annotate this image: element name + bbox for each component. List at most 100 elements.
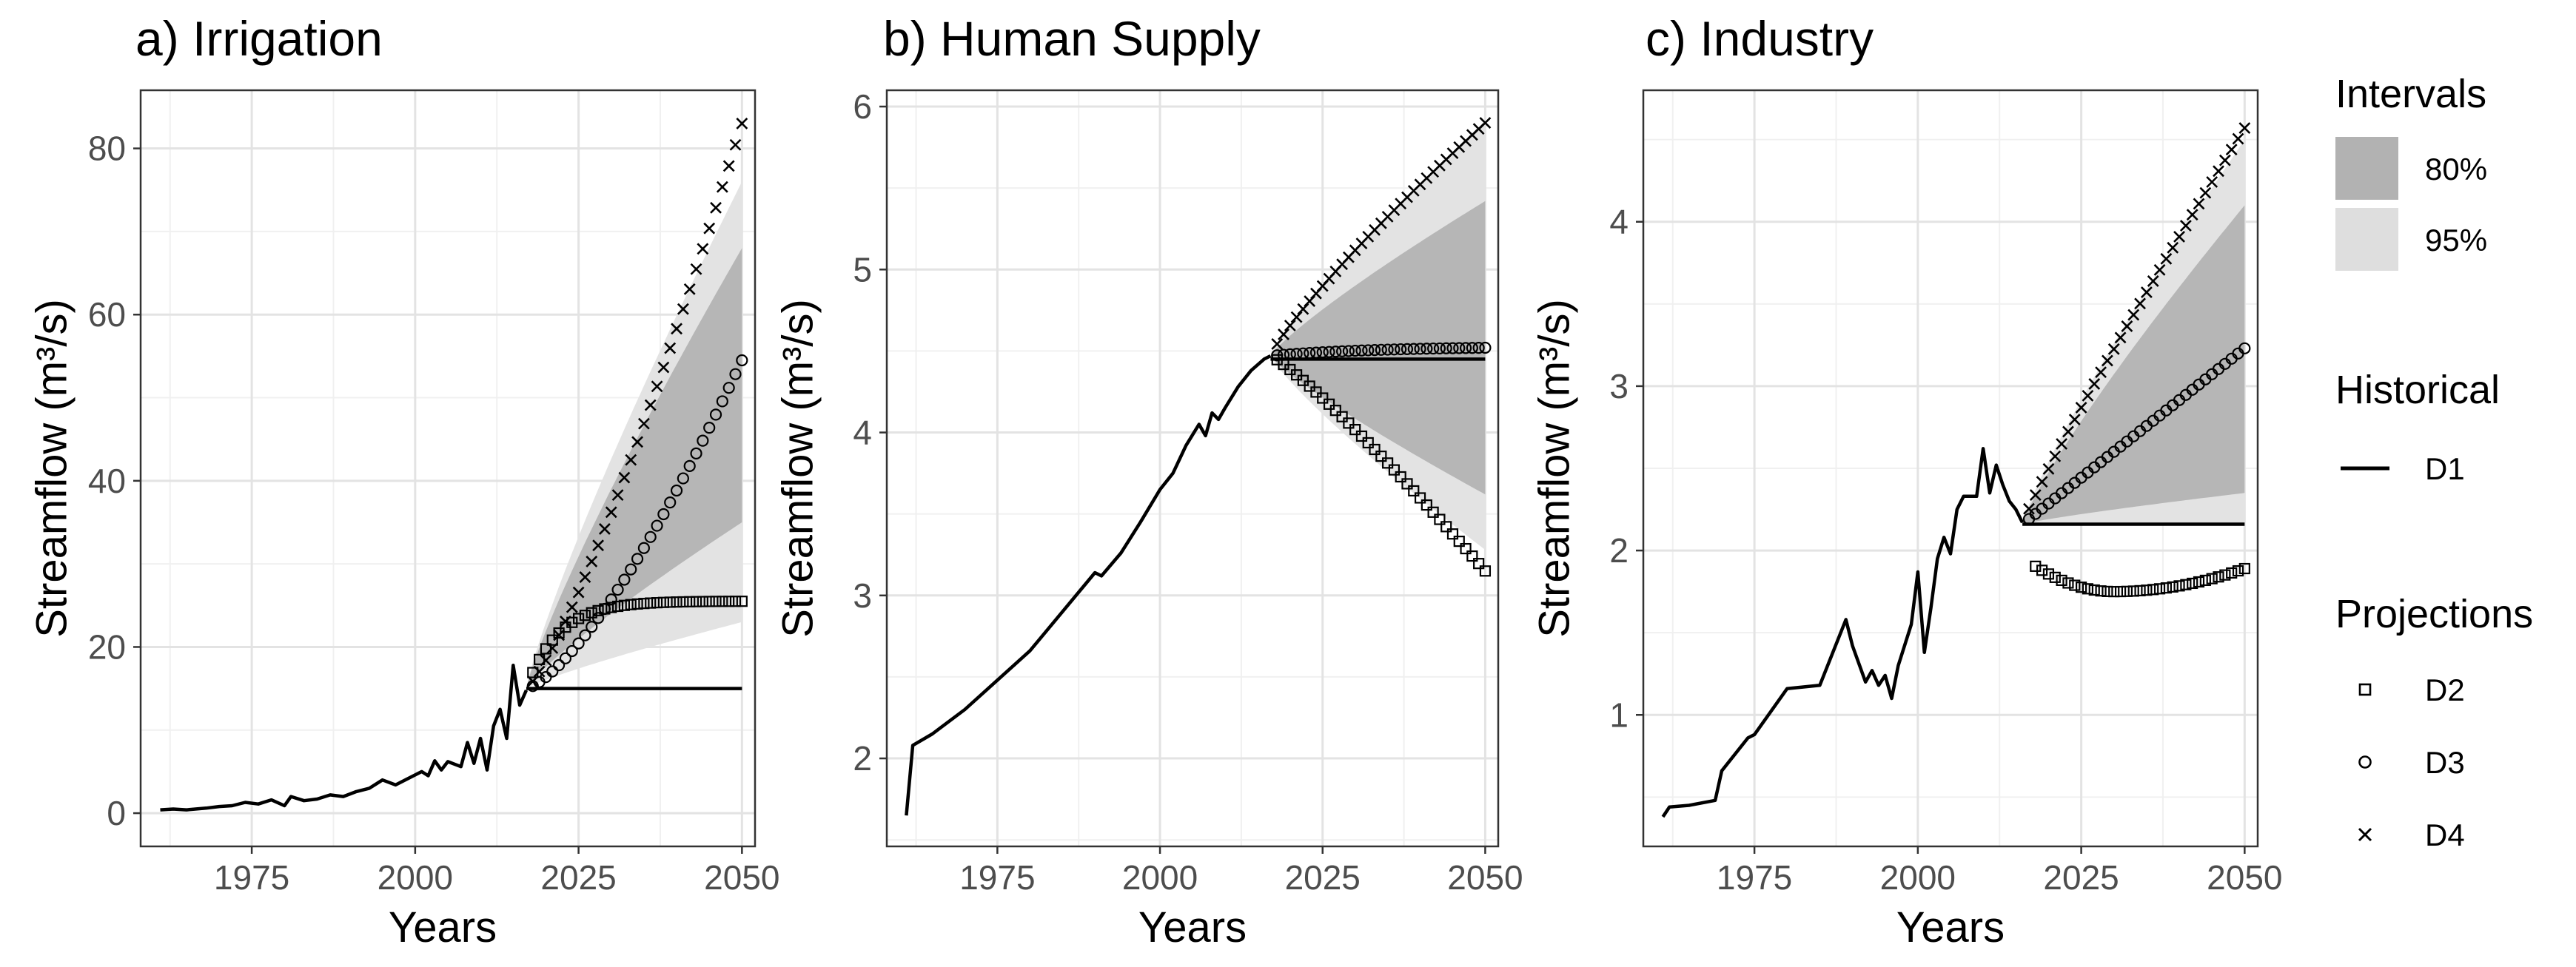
point-d3	[670, 484, 683, 497]
point-d2	[606, 602, 617, 613]
point-d4	[2107, 343, 2120, 355]
point-d2	[2213, 571, 2224, 583]
legend: Intervals 80% 95% Historical D1 Projecti…	[2335, 72, 2533, 852]
plot-area	[887, 90, 1498, 846]
point-d2	[2062, 577, 2074, 589]
point-d3	[1323, 346, 1335, 358]
point-d2	[1388, 464, 1401, 476]
point-d3	[637, 542, 650, 554]
point-d4	[526, 675, 539, 687]
point-d2	[2187, 577, 2198, 590]
series-d2	[1271, 354, 1492, 577]
point-d2	[1355, 430, 1368, 442]
point-d4	[546, 642, 559, 654]
legend-swatch-80	[2335, 137, 2398, 200]
point-d4	[729, 138, 742, 151]
point-d2	[2075, 582, 2087, 593]
point-d2	[1297, 374, 1309, 386]
point-d2	[2160, 582, 2172, 594]
point-d3	[546, 665, 559, 678]
point-d4	[533, 665, 546, 678]
point-d4	[710, 201, 722, 214]
point-d3	[677, 472, 689, 485]
point-d3	[586, 621, 598, 633]
point-d2	[2036, 565, 2048, 576]
point-d3	[559, 652, 572, 664]
x-tick-label: 2000	[378, 858, 453, 897]
point-d3	[1342, 345, 1355, 357]
point-d4	[2082, 389, 2094, 402]
point-d4	[722, 160, 735, 172]
point-d4	[2186, 209, 2198, 221]
point-d4	[2056, 438, 2068, 450]
point-d3	[1349, 344, 1361, 357]
point-d3	[1284, 348, 1296, 361]
point-d2	[2232, 565, 2244, 577]
point-d4	[1278, 328, 1289, 340]
point-d3	[1453, 342, 1466, 354]
point-d4	[2193, 198, 2205, 210]
point-d2	[2108, 586, 2120, 598]
point-d2	[2226, 567, 2238, 579]
point-d4	[2121, 320, 2133, 332]
point-d2	[2134, 584, 2146, 596]
point-d4	[2134, 297, 2146, 310]
legend-label-d1: D1	[2425, 451, 2465, 486]
plot-area	[1643, 90, 2258, 846]
x-tick-label: 2050	[2207, 858, 2282, 897]
panel-title-irrigation: a) Irrigation	[135, 11, 383, 66]
plot-border	[885, 89, 1500, 848]
point-d2	[2141, 584, 2153, 596]
point-d2	[2069, 579, 2081, 591]
point-d2	[2167, 581, 2178, 593]
x-tick-label: 2025	[540, 858, 616, 897]
point-d4	[1284, 320, 1296, 331]
legend-label-80: 80%	[2425, 152, 2487, 186]
x-tick-label: 1975	[1717, 858, 1792, 897]
point-d3	[1362, 344, 1375, 357]
point-d4	[2218, 154, 2231, 166]
point-d4	[677, 303, 689, 315]
point-d2	[1310, 386, 1322, 398]
point-d3	[1472, 342, 1485, 354]
point-d3	[591, 612, 605, 624]
point-d3	[553, 658, 566, 672]
point-d2	[618, 599, 631, 611]
point-d2	[1446, 528, 1459, 540]
point-d3	[1414, 343, 1426, 355]
point-d2	[717, 596, 728, 607]
point-d2	[1440, 521, 1452, 533]
plot-border	[139, 89, 757, 848]
point-d3	[1304, 347, 1316, 360]
historical-line-d1	[905, 354, 1272, 816]
x-tick-label: 1975	[959, 858, 1035, 897]
point-d2	[1401, 478, 1413, 490]
panel-title-human-supply: b) Human Supply	[883, 11, 1261, 66]
point-d4	[2075, 401, 2087, 414]
y-tick-label: 80	[88, 129, 126, 168]
point-d2	[579, 610, 591, 621]
point-d2	[690, 596, 702, 607]
point-d2	[1336, 411, 1348, 422]
point-d3	[703, 422, 716, 434]
series-d3	[526, 354, 748, 693]
point-d3	[651, 519, 663, 532]
series-d4	[2023, 122, 2251, 515]
point-d4	[2095, 366, 2107, 379]
legend-label-d3: D3	[2425, 745, 2465, 780]
point-d4	[697, 243, 709, 255]
plot-area	[141, 90, 755, 846]
band-80-percent	[1270, 201, 1486, 495]
point-d2	[1304, 380, 1315, 392]
point-d4	[2036, 476, 2048, 488]
y-tick-label: 4	[1609, 203, 1629, 241]
legend-label-95: 95%	[2425, 223, 2487, 257]
y-tick-label: 20	[88, 627, 126, 666]
point-d2	[729, 596, 742, 607]
point-d4	[657, 361, 670, 374]
point-d4	[2173, 230, 2185, 243]
point-d3	[618, 573, 631, 586]
point-d3	[716, 395, 728, 408]
point-d4	[618, 471, 631, 484]
point-d4	[2101, 354, 2113, 367]
